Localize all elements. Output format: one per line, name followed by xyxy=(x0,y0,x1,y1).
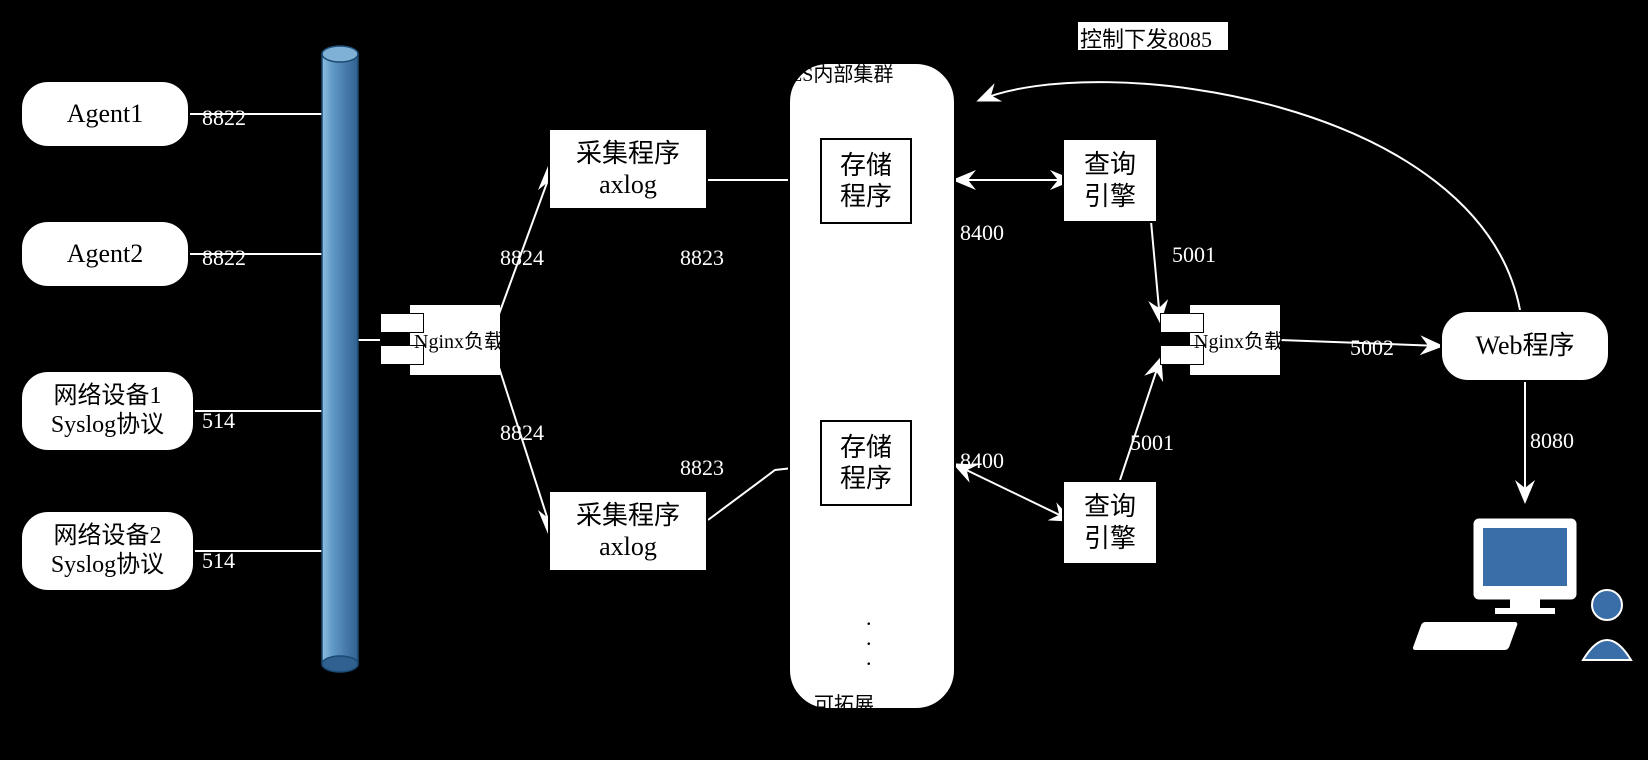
es-cluster-label: ES内部集群 xyxy=(790,58,893,87)
port-p8080: 8080 xyxy=(1530,428,1574,454)
port-p8400l: 8400 xyxy=(804,318,848,344)
nginx1-label: Nginx负载 xyxy=(414,325,504,354)
port-p8823b: 8823 xyxy=(680,455,724,481)
port-p514a: 514 xyxy=(202,408,235,434)
port-p8400r: 8400 xyxy=(900,318,944,344)
node-store1-text: 存储 xyxy=(840,150,892,181)
expand-label: 可拓展... xyxy=(814,688,889,717)
port-p8824a: 8824 xyxy=(500,245,544,271)
node-query1: 查询引擎 xyxy=(1062,138,1158,223)
node-axlog2: 采集程序axlog xyxy=(548,490,708,572)
node-net1-text: 网络设备1 xyxy=(54,382,162,411)
node-store2-text: 程序 xyxy=(840,463,892,494)
port-p8822b: 8822 xyxy=(202,245,246,271)
node-axlog2-text: 采集程序 xyxy=(576,500,680,531)
port-p8400a: 8400 xyxy=(960,220,1004,246)
diagram-stage: Agent1Agent2网络设备1Syslog协议网络设备2Syslog协议采集… xyxy=(0,0,1648,760)
port-p8823a: 8823 xyxy=(680,245,724,271)
node-store2-text: 存储 xyxy=(840,432,892,463)
port-p8824b: 8824 xyxy=(500,420,544,446)
node-agent1-text: Agent1 xyxy=(67,98,144,129)
bus-cylinder xyxy=(322,46,358,672)
node-query2-text: 查询 xyxy=(1084,491,1136,522)
nginx2-label: Nginx负载 xyxy=(1194,325,1284,354)
node-store1: 存储程序 xyxy=(820,138,912,224)
edge-17 xyxy=(980,82,1520,310)
node-query1-text: 引擎 xyxy=(1084,181,1136,212)
node-store1-text: 程序 xyxy=(840,181,892,212)
port-p5002: 5002 xyxy=(1350,335,1394,361)
node-agent1: Agent1 xyxy=(20,80,190,148)
node-net2-text: 网络设备2 xyxy=(54,522,162,551)
dots-label: . . . xyxy=(866,608,872,667)
port-p8400b: 8400 xyxy=(960,448,1004,474)
node-query2-text: 引擎 xyxy=(1084,523,1136,554)
port-p5001a: 5001 xyxy=(1172,242,1216,268)
node-web: Web程序 xyxy=(1440,310,1610,382)
port-p514b: 514 xyxy=(202,548,235,574)
port-p5001b: 5001 xyxy=(1130,430,1174,456)
node-query1-text: 查询 xyxy=(1084,149,1136,180)
node-query2: 查询引擎 xyxy=(1062,480,1158,565)
node-axlog1: 采集程序axlog xyxy=(548,128,708,210)
node-web-text: Web程序 xyxy=(1476,330,1575,361)
node-axlog1-text: 采集程序 xyxy=(576,138,680,169)
port-p8822a: 8822 xyxy=(202,105,246,131)
node-net2-text: Syslog协议 xyxy=(51,551,164,580)
node-agent2-text: Agent2 xyxy=(67,238,144,269)
computer-icon xyxy=(1412,520,1631,660)
node-store2: 存储程序 xyxy=(820,420,912,506)
node-net1-text: Syslog协议 xyxy=(51,411,164,440)
edge-13 xyxy=(1150,210,1160,320)
node-agent2: Agent2 xyxy=(20,220,190,288)
control-label: 控制下发8085 xyxy=(1080,22,1212,54)
node-axlog2-text: axlog xyxy=(599,531,657,562)
edge-14 xyxy=(1120,360,1160,480)
node-net2: 网络设备2Syslog协议 xyxy=(20,510,195,592)
node-net1: 网络设备1Syslog协议 xyxy=(20,370,195,452)
node-axlog1-text: axlog xyxy=(599,169,657,200)
